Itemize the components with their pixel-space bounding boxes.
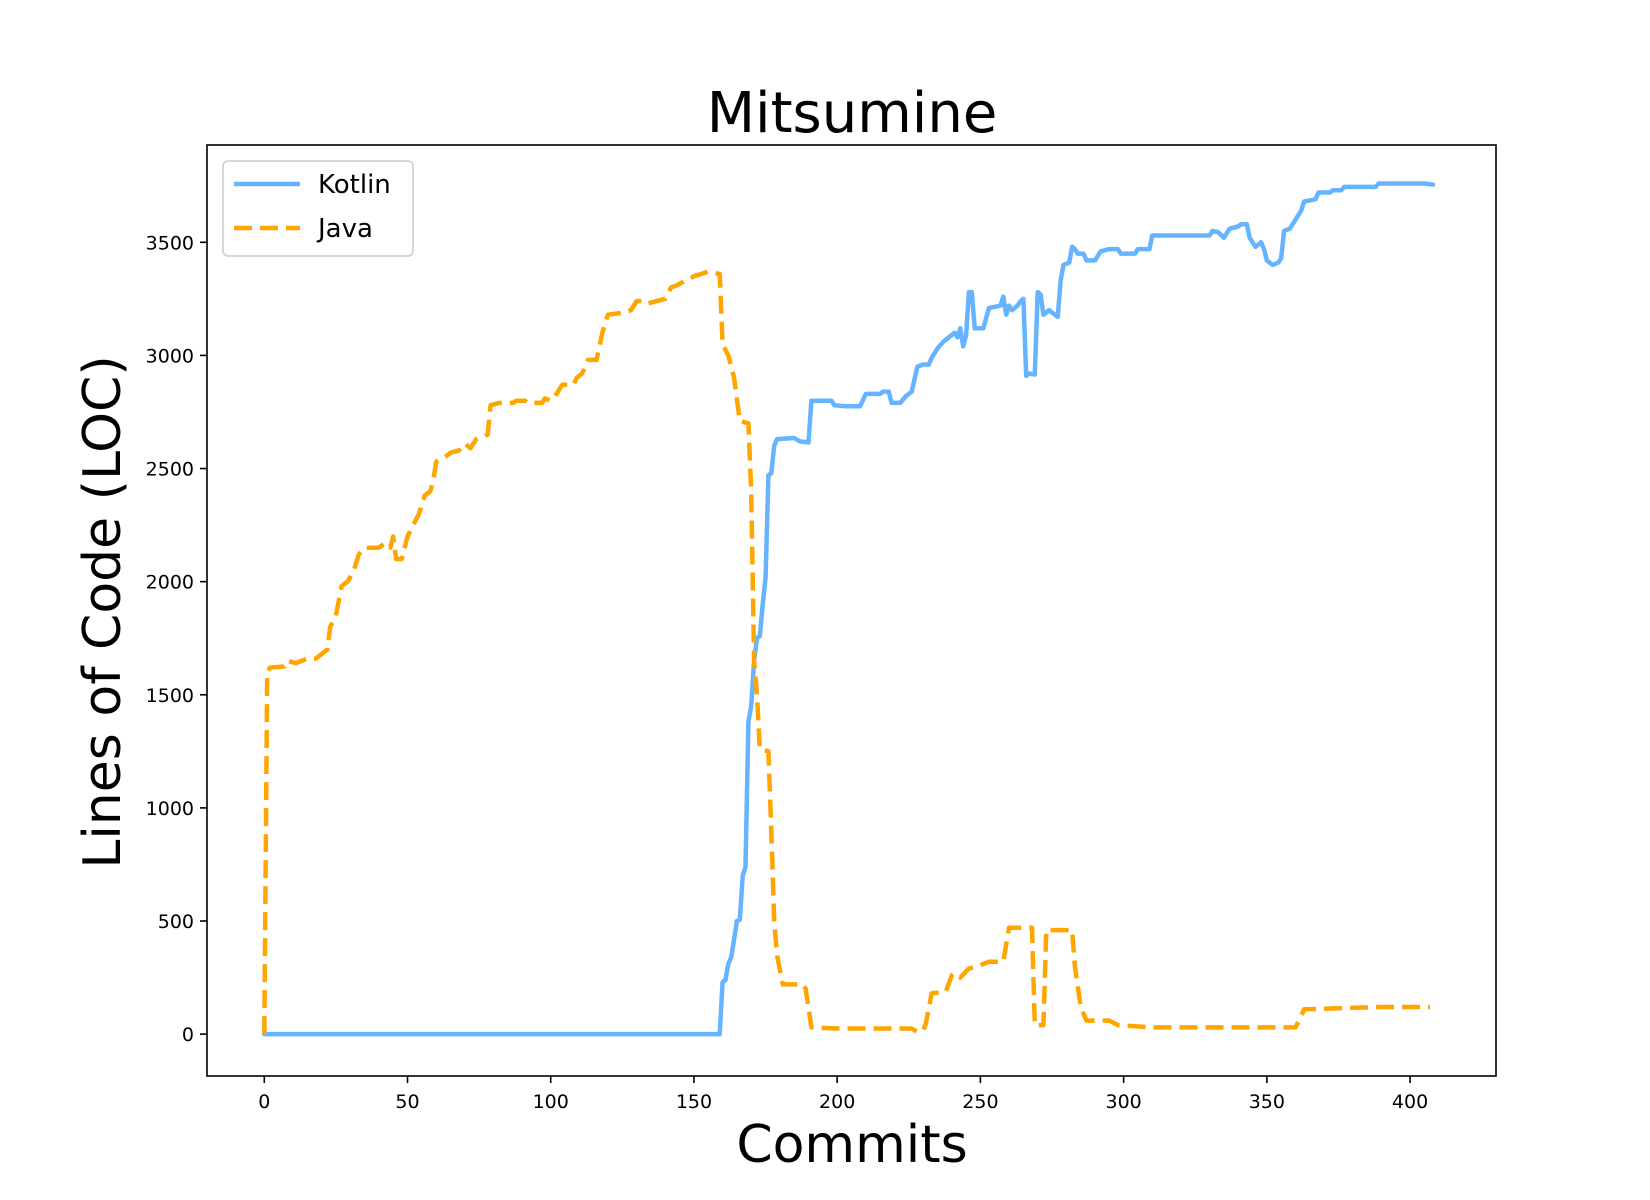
x-tick-label: 400 <box>1392 1091 1428 1113</box>
legend: Kotlin Java <box>222 160 414 257</box>
y-tick-label: 0 <box>182 1024 194 1046</box>
x-tick-label: 200 <box>819 1091 855 1113</box>
x-tick-label: 100 <box>533 1091 569 1113</box>
x-tick-label: 50 <box>395 1091 419 1113</box>
y-axis-label: Lines of Code (LOC) <box>73 355 133 868</box>
y-tick-label: 2500 <box>146 459 194 481</box>
plot-frame <box>206 144 1497 1077</box>
y-tick-label: 3000 <box>146 345 194 367</box>
y-tick-label: 1000 <box>146 798 194 820</box>
y-tick-label: 500 <box>158 911 194 933</box>
y-tick-label: 3500 <box>146 232 194 254</box>
y-tick-label: 1500 <box>146 685 194 707</box>
y-axis-ticks: 0 500 1000 1500 2000 2500 3000 3500 <box>146 232 207 1046</box>
x-axis-ticks: 0 50 100 150 200 250 300 350 400 <box>258 1076 1428 1113</box>
plot-area <box>262 181 1436 1037</box>
x-tick-label: 300 <box>1105 1091 1141 1113</box>
x-tick-label: 250 <box>962 1091 998 1113</box>
x-tick-label: 150 <box>676 1091 712 1113</box>
x-tick-label: 0 <box>258 1091 270 1113</box>
legend-label-java: Java <box>316 214 373 244</box>
legend-label-kotlin: Kotlin <box>318 170 391 200</box>
series-line-java <box>262 269 1431 1035</box>
chart-title: Mitsumine <box>707 81 998 146</box>
x-axis-label: Commits <box>736 1115 967 1175</box>
series-line-kotlin <box>262 181 1436 1037</box>
y-tick-label: 2000 <box>146 572 194 594</box>
x-tick-label: 350 <box>1249 1091 1285 1113</box>
